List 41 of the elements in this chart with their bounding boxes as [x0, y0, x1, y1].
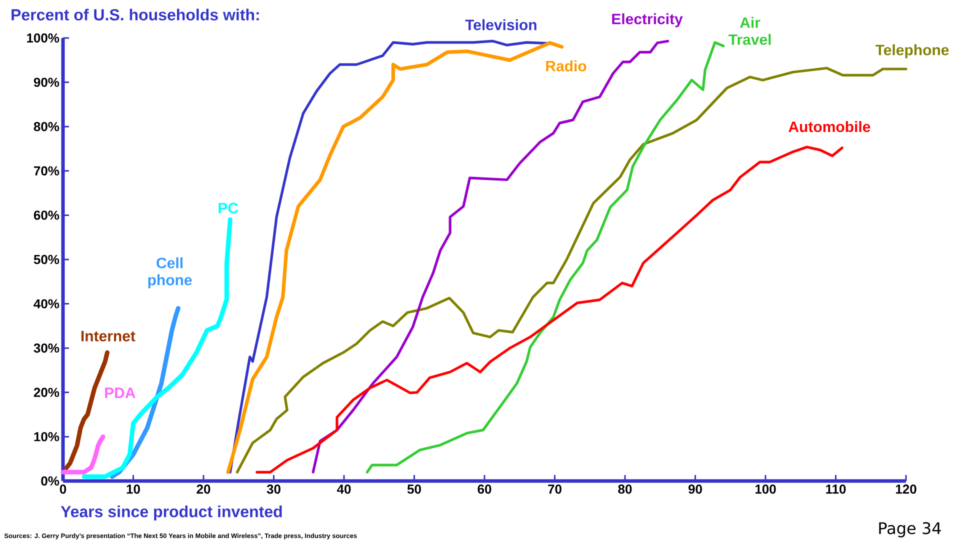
series-label: PC	[218, 202, 238, 214]
x-tick-label: 30	[266, 484, 280, 494]
y-tick-label: 40%	[34, 299, 60, 308]
x-tick-label: 10	[126, 484, 140, 494]
x-tick-label: 100	[755, 484, 776, 494]
x-tick-label: 70	[548, 484, 562, 494]
x-tick-label: 20	[196, 484, 210, 494]
x-tick-label: 120	[896, 484, 916, 494]
line-series	[82, 217, 232, 479]
x-tick-label: 40	[336, 484, 351, 494]
series-label: Television	[465, 19, 536, 30]
y-tick-label: 70%	[34, 166, 60, 176]
line-series	[366, 41, 725, 474]
text: Page 34	[879, 522, 941, 538]
x-tick-label: 110	[826, 484, 846, 494]
y-tick-label: 50%	[34, 254, 60, 264]
x-axis-title: Years since product invented	[60, 506, 282, 520]
text: PDA	[105, 388, 136, 398]
y-tick-label: 20%	[34, 388, 60, 397]
series-label: Automobile	[788, 121, 870, 132]
series-label: Electricity	[612, 13, 683, 28]
x-tick-label: 50	[407, 484, 421, 494]
series-label: Cell phone	[148, 257, 192, 288]
y-tick-label: 0%	[41, 476, 60, 486]
series-label: Internet	[81, 330, 136, 342]
line-series	[312, 40, 670, 474]
line-series	[256, 146, 844, 474]
y-tick-label: 90%	[34, 78, 60, 87]
y-tick-label: 30%	[34, 343, 60, 353]
chart-title: Percent of U.S. households with:	[12, 8, 259, 20]
series-label: Air Travel	[728, 16, 771, 45]
series-label: Telephone	[875, 44, 949, 58]
series-label: Radio	[546, 60, 586, 72]
x-tick-label: 90	[688, 484, 702, 494]
y-tick-label: 100%	[27, 33, 60, 43]
y-tick-label: 80%	[34, 122, 60, 132]
y-tick-label: 10%	[34, 432, 60, 442]
x-tick-label: 60	[478, 484, 492, 494]
y-tick-label: 60%	[34, 210, 60, 220]
x-tick-label: 80	[618, 484, 632, 494]
x-tick-label: 0	[60, 484, 66, 494]
